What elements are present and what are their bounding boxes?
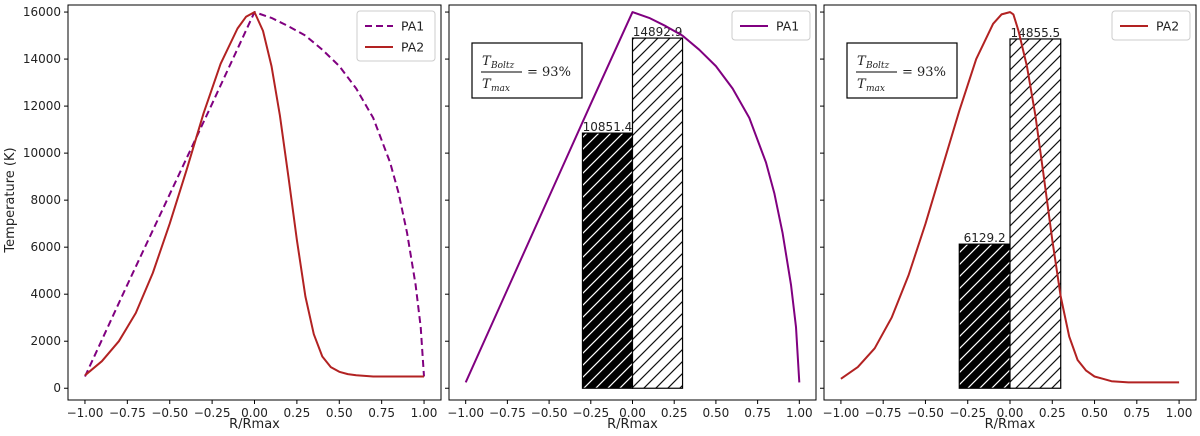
x-tick-label: −0.25 bbox=[572, 406, 609, 420]
x-tick-label: 0.75 bbox=[744, 406, 771, 420]
bar-label-1: 10851.4 bbox=[583, 120, 633, 134]
series-line-pa1 bbox=[464, 11, 801, 383]
ratio-numerator: T bbox=[857, 54, 867, 69]
y-tick-label: 16000 bbox=[23, 5, 61, 19]
x-tick-label: −0.75 bbox=[865, 406, 902, 420]
ratio-denominator-sub: max bbox=[491, 84, 510, 94]
x-tick-label: 0.75 bbox=[1123, 406, 1150, 420]
ratio-value: = 93% bbox=[902, 65, 946, 80]
ratio-denominator: T bbox=[482, 77, 492, 92]
series-line-pa1 bbox=[84, 11, 425, 377]
x-tick-label: −0.75 bbox=[109, 406, 146, 420]
bar-1 bbox=[581, 132, 634, 389]
legend-box bbox=[356, 10, 436, 62]
y-tick-label: 0 bbox=[53, 381, 61, 395]
series-group bbox=[840, 11, 1180, 384]
annotation-box bbox=[471, 42, 583, 99]
x-tick-label: −1.00 bbox=[67, 406, 104, 420]
x-tick-label: 0.25 bbox=[284, 406, 311, 420]
x-tick-label: 1.00 bbox=[411, 406, 438, 420]
legend-box bbox=[731, 10, 811, 41]
ratio-denominator-sub: max bbox=[866, 84, 885, 94]
x-tick-label: −0.50 bbox=[531, 406, 568, 420]
legend-entry-pa1: PA1 bbox=[401, 19, 424, 34]
legend-entry-pa2: PA2 bbox=[401, 40, 424, 55]
x-tick-label: 0.00 bbox=[619, 406, 646, 420]
x-axis-label: R/Rmax bbox=[607, 417, 658, 432]
ratio-denominator: T bbox=[857, 77, 867, 92]
legend-box bbox=[1111, 10, 1191, 41]
y-tick-label: 10000 bbox=[23, 146, 61, 160]
x-tick-label: −0.75 bbox=[489, 406, 526, 420]
bar-2 bbox=[1009, 38, 1062, 389]
annotation-box bbox=[846, 42, 958, 99]
x-tick-label: −0.50 bbox=[151, 406, 188, 420]
bar-2 bbox=[631, 37, 684, 389]
ratio-numerator: T bbox=[482, 54, 492, 69]
y-tick-label: 2000 bbox=[30, 334, 61, 348]
x-tick-label: 0.50 bbox=[326, 406, 353, 420]
x-tick-label: 0.50 bbox=[1081, 406, 1108, 420]
x-tick-label: −0.25 bbox=[194, 406, 231, 420]
y-tick-label: 8000 bbox=[30, 193, 61, 207]
y-tick-label: 14000 bbox=[23, 52, 61, 66]
bar-label-1: 6129.2 bbox=[964, 231, 1006, 245]
x-tick-label: 0.00 bbox=[997, 406, 1024, 420]
bar-1 bbox=[958, 243, 1011, 389]
ratio-numerator-sub: Boltz bbox=[490, 61, 515, 71]
x-tick-label: 1.00 bbox=[1166, 406, 1193, 420]
legend: PA2 bbox=[1111, 10, 1191, 41]
x-tick-label: 0.50 bbox=[703, 406, 730, 420]
legend-entry-pa2: PA2 bbox=[1156, 19, 1179, 34]
x-tick-label: −1.00 bbox=[447, 406, 484, 420]
panel-1: −1.00 −0.75 −0.50 −0.25 0.00 0.25 0.50 0.75 1.00… bbox=[23, 4, 442, 432]
y-tick-label: 6000 bbox=[30, 240, 61, 254]
y-tick-label: 4000 bbox=[30, 287, 61, 301]
panel-3: 6129.2 14855.5 −1.00 −0.75 −0.50 −0.25 0.00 0.2… bbox=[820, 4, 1197, 432]
bar-label-2: 14855.5 bbox=[1011, 26, 1061, 40]
x-tick-label: 0.25 bbox=[1039, 406, 1066, 420]
x-tick-label: 0.75 bbox=[368, 406, 395, 420]
series-line-pa2 bbox=[84, 11, 424, 378]
legend: PA1 bbox=[731, 10, 811, 41]
x-tick-label: −1.00 bbox=[823, 406, 860, 420]
series-group bbox=[84, 11, 425, 378]
ratio-numerator-sub: Boltz bbox=[865, 61, 890, 71]
x-tick-label: 0.25 bbox=[661, 406, 688, 420]
x-tick-label: −0.50 bbox=[907, 406, 944, 420]
ratio-value: = 93% bbox=[527, 65, 571, 80]
series-line-pa2 bbox=[840, 11, 1180, 384]
y-axis-label: Temperature (K) bbox=[3, 147, 18, 253]
plot-frame bbox=[67, 4, 442, 401]
x-tick-label: −0.25 bbox=[949, 406, 986, 420]
x-tick-label: 0.00 bbox=[241, 406, 268, 420]
x-tick-label: 1.00 bbox=[786, 406, 813, 420]
legend-entry-pa1: PA1 bbox=[776, 19, 799, 34]
x-axis-label: R/Rmax bbox=[985, 417, 1036, 432]
series-group bbox=[464, 11, 801, 383]
y-tick-label: 12000 bbox=[23, 99, 61, 113]
x-axis-label: R/Rmax bbox=[229, 417, 280, 432]
